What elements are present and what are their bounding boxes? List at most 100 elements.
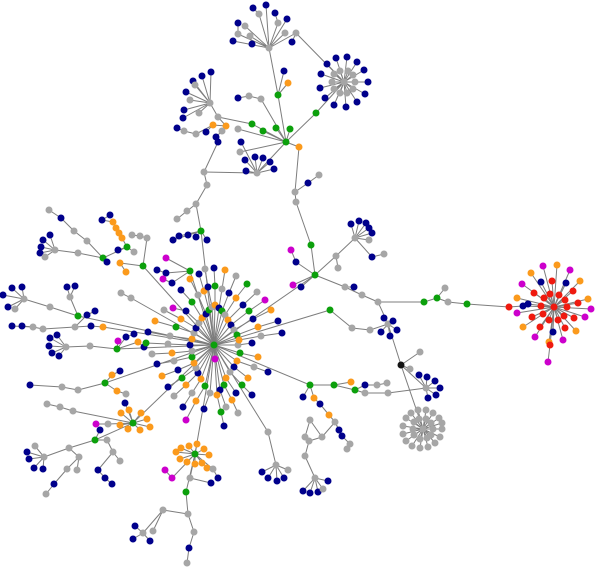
graph-node-dark-blue[interactable] — [415, 371, 423, 379]
graph-node-gray[interactable] — [272, 461, 280, 469]
graph-node-gray[interactable] — [159, 506, 167, 514]
graph-node-dark-blue[interactable] — [304, 179, 312, 187]
graph-node-gray[interactable] — [166, 332, 174, 340]
graph-node-magenta[interactable] — [211, 355, 219, 363]
graph-node-orange[interactable] — [221, 266, 229, 274]
graph-node-green[interactable] — [245, 307, 253, 315]
graph-node-orange[interactable] — [113, 387, 121, 395]
graph-node-magenta[interactable] — [581, 313, 589, 321]
graph-node-gray[interactable] — [122, 390, 130, 398]
graph-node-dark-blue[interactable] — [347, 220, 355, 228]
graph-node-gray[interactable] — [83, 237, 91, 245]
graph-node-gray[interactable] — [31, 442, 39, 450]
graph-node-green[interactable] — [351, 386, 359, 394]
graph-node-green[interactable] — [220, 381, 228, 389]
graph-node-dark-blue[interactable] — [259, 154, 267, 162]
graph-node-dark-blue[interactable] — [368, 229, 376, 237]
graph-node-dark-blue[interactable] — [182, 307, 190, 315]
graph-node-magenta[interactable] — [287, 246, 295, 254]
graph-node-dark-blue[interactable] — [30, 464, 38, 472]
graph-node-gray[interactable] — [245, 92, 253, 100]
graph-node-dark-blue[interactable] — [549, 328, 557, 336]
graph-node-gray[interactable] — [43, 400, 51, 408]
graph-node-dark-blue[interactable] — [229, 37, 237, 45]
graph-node-dark-blue[interactable] — [179, 403, 187, 411]
graph-node-gray[interactable] — [292, 198, 300, 206]
graph-node-dark-blue[interactable] — [332, 54, 340, 62]
graph-node-dark-blue[interactable] — [248, 40, 256, 48]
graph-node-gray[interactable] — [301, 452, 309, 460]
graph-node-gray[interactable] — [70, 227, 78, 235]
graph-node-dark-blue[interactable] — [299, 393, 307, 401]
graph-node-dark-blue[interactable] — [39, 236, 47, 244]
graph-node-dark-blue[interactable] — [116, 367, 124, 375]
graph-node-gray[interactable] — [343, 445, 351, 453]
graph-node-magenta[interactable] — [114, 337, 122, 345]
graph-node-gray[interactable] — [265, 44, 273, 52]
graph-node-dark-blue[interactable] — [241, 156, 249, 164]
graph-node-orange[interactable] — [176, 455, 184, 463]
graph-node-dark-blue[interactable] — [237, 138, 245, 146]
graph-node-red[interactable] — [539, 310, 547, 318]
graph-node-orange[interactable] — [325, 411, 333, 419]
graph-node-gray[interactable] — [136, 232, 144, 240]
graph-node-orange[interactable] — [172, 448, 180, 456]
graph-node-gray[interactable] — [46, 303, 54, 311]
graph-node-green[interactable] — [259, 127, 267, 135]
graph-node-dark-blue[interactable] — [25, 455, 33, 463]
graph-node-dark-blue[interactable] — [380, 314, 388, 322]
graph-node-gray[interactable] — [51, 246, 59, 254]
graph-node-gray[interactable] — [232, 272, 240, 280]
graph-node-orange[interactable] — [244, 374, 252, 382]
graph-node-gray[interactable] — [380, 250, 388, 258]
graph-node-orange[interactable] — [118, 234, 126, 242]
graph-node-red[interactable] — [546, 341, 554, 349]
graph-node-gray[interactable] — [180, 127, 188, 135]
graph-node-gray[interactable] — [340, 78, 348, 86]
graph-node-gray[interactable] — [29, 323, 37, 331]
graph-node-dark-blue[interactable] — [182, 88, 190, 96]
graph-node-dark-blue[interactable] — [316, 84, 324, 92]
graph-node-red[interactable] — [546, 290, 554, 298]
graph-node-gray[interactable] — [186, 474, 194, 482]
graph-node-gray[interactable] — [264, 428, 272, 436]
graph-node-dark-blue[interactable] — [179, 114, 187, 122]
graph-node-green[interactable] — [178, 374, 186, 382]
graph-node-gray[interactable] — [306, 416, 314, 424]
graph-node-gray[interactable] — [45, 206, 53, 214]
graph-node-gray[interactable] — [69, 407, 77, 415]
graph-node-dark-blue[interactable] — [368, 253, 376, 261]
graph-node-dark-blue[interactable] — [248, 339, 256, 347]
graph-node-dark-blue[interactable] — [266, 158, 274, 166]
graph-node-gray[interactable] — [328, 78, 336, 86]
graph-node-gray[interactable] — [409, 425, 417, 433]
graph-node-dark-blue[interactable] — [335, 426, 343, 434]
graph-node-gray[interactable] — [209, 465, 217, 473]
graph-node-orange[interactable] — [295, 143, 303, 151]
graph-node-dark-blue[interactable] — [50, 480, 58, 488]
graph-node-red[interactable] — [574, 299, 582, 307]
graph-node-dark-blue[interactable] — [98, 216, 106, 224]
graph-node-gray[interactable] — [143, 234, 151, 242]
graph-node-dark-blue[interactable] — [283, 15, 291, 23]
graph-node-red[interactable] — [569, 287, 577, 295]
graph-node-dark-blue[interactable] — [321, 94, 329, 102]
graph-node-gray[interactable] — [315, 171, 323, 179]
graph-node-dark-blue[interactable] — [262, 1, 270, 9]
graph-node-gray[interactable] — [104, 420, 112, 428]
graph-node-gray[interactable] — [41, 253, 49, 261]
graph-node-dark-blue[interactable] — [251, 153, 259, 161]
graph-node-dark-blue[interactable] — [423, 373, 431, 381]
graph-node-green[interactable] — [182, 488, 190, 496]
graph-node-gray[interactable] — [284, 466, 292, 474]
graph-node-dark-blue[interactable] — [343, 53, 351, 61]
graph-node-gray[interactable] — [274, 19, 282, 27]
graph-node-orange[interactable] — [553, 261, 561, 269]
graph-node-dark-blue[interactable] — [203, 236, 211, 244]
graph-node-green[interactable] — [74, 312, 82, 320]
graph-node-dark-blue[interactable] — [4, 303, 12, 311]
graph-node-gray[interactable] — [192, 130, 200, 138]
graph-node-green[interactable] — [129, 419, 137, 427]
graph-node-gray[interactable] — [444, 298, 452, 306]
graph-node-gray[interactable] — [257, 95, 265, 103]
